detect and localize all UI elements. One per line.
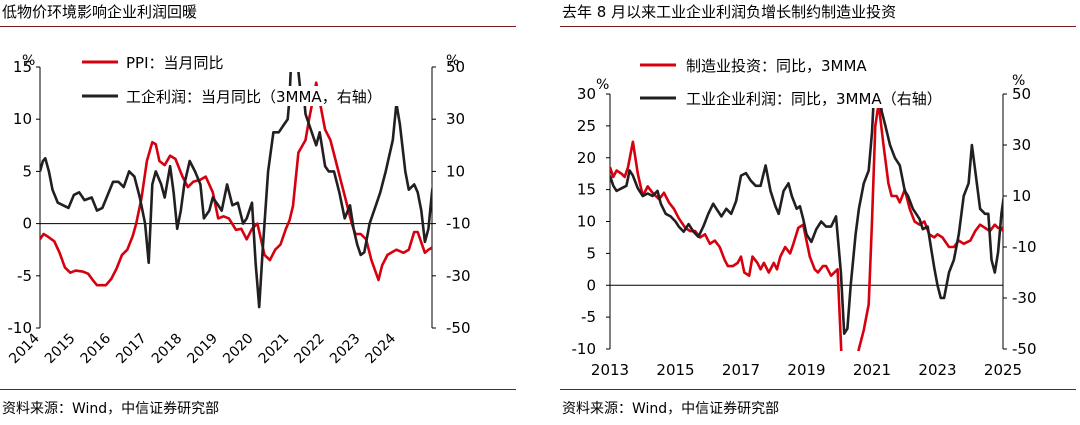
chart-title: 去年 8 月以来工业企业利润负增长制约制造业投资: [562, 3, 897, 21]
left-tick-label: 10: [13, 110, 32, 128]
left-axis-unit: %: [596, 77, 609, 93]
right-tick-label: 50: [446, 58, 465, 76]
left-tick-label: 25: [577, 117, 596, 135]
x-tick-label: 2023: [918, 361, 956, 379]
series-line-left-axis: [40, 81, 432, 287]
right-tick-label: 10: [446, 162, 465, 180]
right-tick-label: -10: [1012, 238, 1037, 256]
right-tick-label: 30: [446, 110, 465, 128]
source-note: 资料来源：Wind，中信证券研究部: [562, 401, 780, 417]
right-tick-label: -50: [1012, 340, 1037, 358]
x-tick-label: 2017: [113, 331, 150, 368]
x-tick-label: 2017: [722, 361, 760, 379]
x-tick-label: 2020: [220, 331, 257, 368]
x-tick-label: 2019: [184, 331, 221, 368]
chart-title: 低物价环境影响企业利润回暖: [2, 3, 198, 21]
right-axis-unit: %: [446, 53, 459, 69]
x-tick-label: 2016: [78, 330, 115, 367]
title-rule: [560, 26, 1076, 27]
legend-label: PPI：当月同比: [126, 54, 224, 72]
series-line-left-axis: [610, 102, 1003, 351]
source-note: 资料来源：Wind，中信证券研究部: [2, 401, 220, 417]
right-tick-label: -30: [1012, 289, 1037, 307]
x-tick-label: 2015: [42, 331, 79, 368]
right-tick-label: -30: [446, 267, 471, 285]
chart-panel-right: 去年 8 月以来工业企业利润负增长制约制造业投资 30 25 20 15 10 5 0 -5-…: [560, 0, 1080, 425]
x-tick-label: 2018: [149, 331, 186, 368]
legend-label: 制造业投资：同比，3MMA: [686, 57, 867, 75]
series-line-right-axis: [610, 92, 1003, 335]
source-rule: [560, 389, 1076, 390]
legend-bg: [79, 86, 409, 106]
right-tick-label: -50: [446, 319, 471, 337]
right-tick-label: 10: [1012, 187, 1031, 205]
x-tick-label: 2013: [591, 361, 629, 379]
x-tick-label: 2019: [787, 361, 825, 379]
title-rule: [0, 26, 516, 27]
left-tick-label: 30: [577, 85, 596, 103]
x-tick-label: 2021: [853, 361, 891, 379]
source-rule: [0, 389, 516, 390]
x-tick-label: 2022: [291, 331, 328, 368]
left-tick-label: 10: [577, 213, 596, 231]
left-tick-label: -5: [581, 308, 596, 326]
right-axis-unit: %: [1012, 73, 1025, 89]
legend-label: 工业企业利润：同比，3MMA（右轴）: [686, 90, 942, 108]
left-tick-label: -5: [17, 267, 32, 285]
x-tick-label: 2021: [256, 331, 293, 368]
chart-panel-left: 低物价环境影响企业利润回暖 15 10 5 0 -5 -10 50 30 10 -10 -30 -50…: [0, 0, 520, 425]
x-tick-label: 2023: [327, 331, 364, 368]
legend-bg: [637, 55, 967, 75]
left-tick-label: -10: [8, 319, 33, 337]
legend-label: 工企利润：当月同比（3MMA，右轴）: [126, 88, 382, 106]
series-line-right-axis: [40, 65, 432, 309]
left-tick-label: 15: [13, 58, 32, 76]
left-tick-label: 15: [577, 181, 596, 199]
left-tick-label: 5: [586, 244, 596, 262]
left-tick-label: 0: [586, 276, 596, 294]
legend-bg: [79, 52, 409, 72]
left-tick-label: 20: [577, 149, 596, 167]
right-tick-label: 30: [1012, 136, 1031, 154]
left-axis-unit: %: [22, 53, 35, 69]
x-tick-label: 2024: [363, 330, 400, 367]
x-tick-label: 2015: [656, 361, 694, 379]
left-tick-label: 5: [22, 162, 32, 180]
left-tick-label: 0: [22, 215, 32, 233]
right-tick-label: 50: [1012, 85, 1031, 103]
right-tick-label: -10: [446, 215, 471, 233]
left-tick-label: -10: [572, 340, 597, 358]
x-tick-label: 2025: [984, 361, 1022, 379]
legend-bg: [637, 88, 967, 108]
